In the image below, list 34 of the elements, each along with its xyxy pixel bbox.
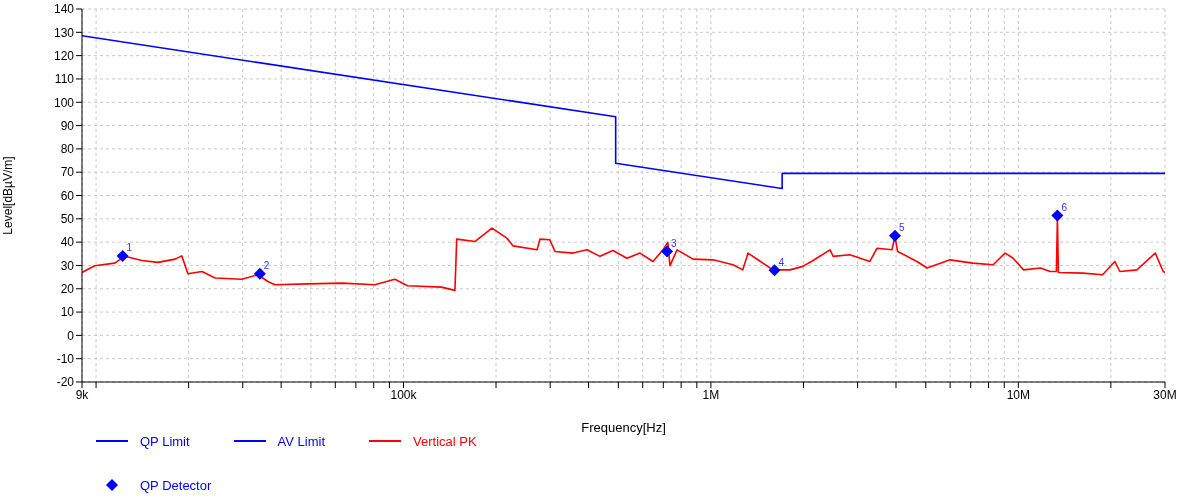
y-tick-label: 130 — [53, 25, 75, 40]
y-tick-label: 140 — [53, 2, 75, 17]
legend-label: Vertical PK — [413, 433, 477, 449]
y-tick-label: 10 — [60, 305, 75, 320]
y-tick-label: 40 — [60, 235, 75, 250]
y-tick-label: 100 — [53, 95, 75, 110]
y-axis-title: Level[dBµV/m] — [1, 156, 16, 235]
annotation: 1 — [126, 242, 133, 254]
x-tick-label: 100k — [390, 387, 418, 402]
y-tick-label: 60 — [60, 188, 75, 203]
annotation: 2 — [263, 260, 270, 272]
annotation: 3 — [671, 238, 678, 249]
legend-label: AV Limit — [277, 433, 326, 449]
y-tick-label: 50 — [60, 212, 75, 227]
y-tick-label: 110 — [54, 72, 75, 87]
annotation: 6 — [1061, 202, 1068, 214]
y-tick-label: -10 — [56, 351, 75, 366]
y-tick-label: 80 — [60, 142, 75, 157]
y-tick-label: 90 — [60, 118, 75, 133]
y-tick-label: 0 — [67, 328, 75, 343]
x-tick-label: 30M — [1153, 387, 1177, 402]
annotation: 5 — [898, 222, 905, 234]
y-tick-label: 30 — [60, 258, 75, 273]
legend-label: QP Detector — [140, 477, 212, 493]
x-axis-title: Frequency[Hz] — [581, 420, 666, 435]
legend-label: QP Limit — [140, 433, 190, 449]
y-tick-label: 70 — [60, 165, 75, 180]
y-tick-label: 20 — [60, 282, 75, 297]
x-tick-label: 10M — [1006, 387, 1030, 402]
x-tick-label: 1M — [702, 387, 720, 402]
annotation: 4 — [778, 256, 785, 268]
x-tick-label: 9k — [75, 387, 90, 402]
y-tick-label: -20 — [56, 375, 75, 390]
y-tick-label: 120 — [53, 48, 75, 63]
